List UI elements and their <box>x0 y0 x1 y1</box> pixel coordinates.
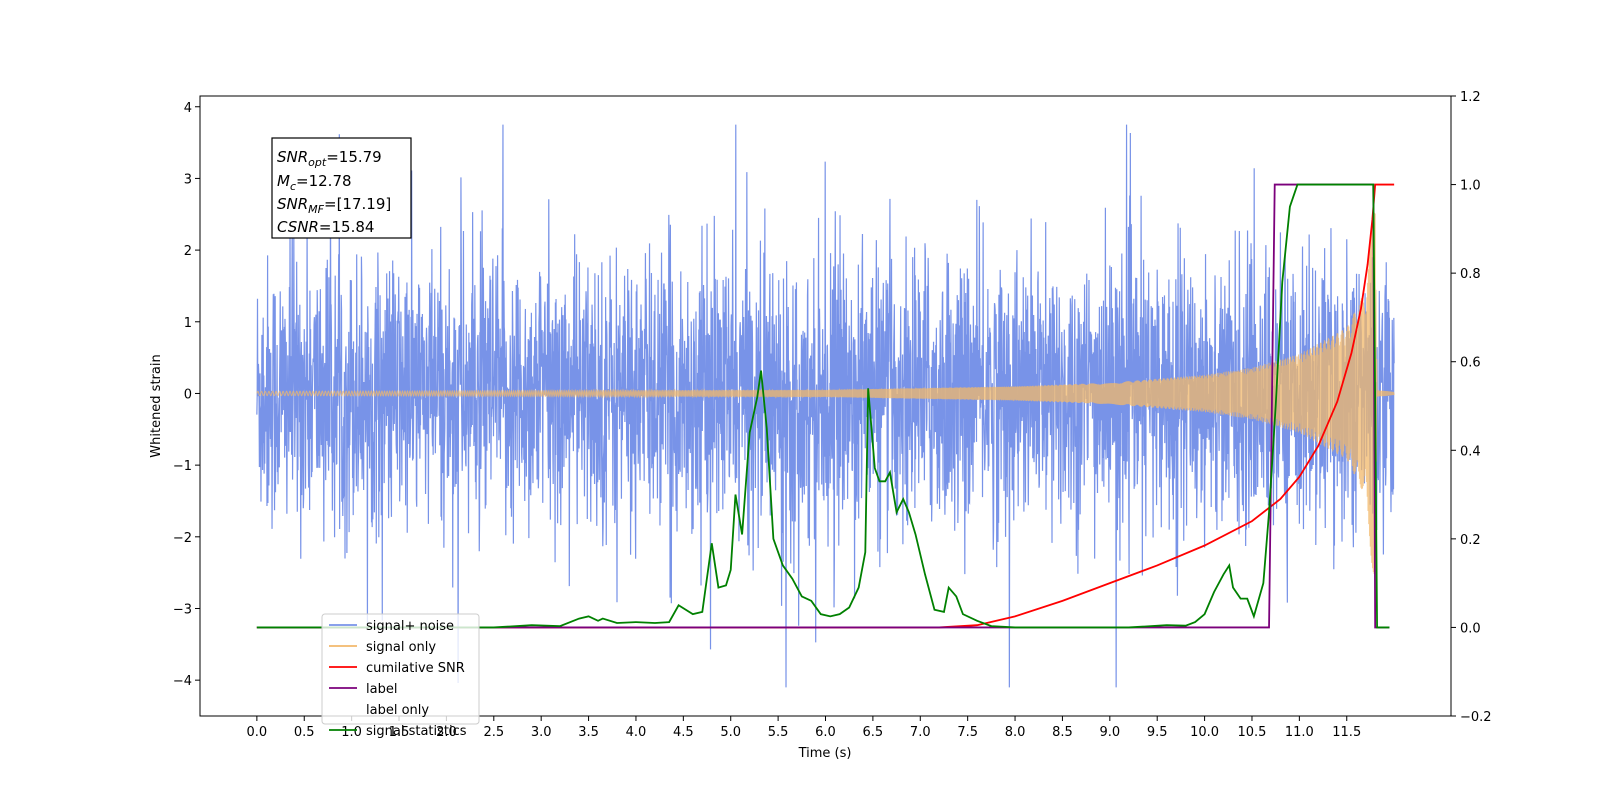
annotation-snr-mf: SNRMF=[17.19] <box>277 195 391 216</box>
x-tick-label: 3.5 <box>578 725 599 740</box>
x-tick-label: 3.0 <box>531 725 552 740</box>
y2-tick-label: 0.2 <box>1460 533 1481 548</box>
y-tick-label: 3 <box>184 172 192 187</box>
x-tick-label: 5.0 <box>720 725 741 740</box>
x-tick-label: 2.5 <box>483 725 504 740</box>
y2-tick-label: 1.0 <box>1460 179 1481 194</box>
annotation-snr-opt: SNRopt=15.79 <box>277 148 382 169</box>
y2-tick-label: 1.2 <box>1460 90 1481 105</box>
x-tick-label: 9.0 <box>1099 725 1120 740</box>
y2-tick-label: 0.4 <box>1460 444 1481 459</box>
x-tick-label: 2.0 <box>436 725 457 740</box>
y-tick-label: −4 <box>173 674 192 689</box>
x-tick-label: 7.0 <box>910 725 931 740</box>
x-axis: 0.0 0.5 1.0 1.5 2.0 2.5 3.0 3.5 4.0 4.5 5.0 5.5 6.0 6… <box>247 716 1361 740</box>
x-tick-label: 7.5 <box>957 725 978 740</box>
legend-label: signal statistics <box>366 724 467 739</box>
x-axis-label: Time (s) <box>798 746 852 761</box>
x-tick-label: 10.5 <box>1238 725 1267 740</box>
annotation-box: SNRopt=15.79 Mc=12.78 SNRMF=[17.19] CSNR… <box>271 137 412 239</box>
y-tick-label: −3 <box>173 602 192 617</box>
y-axis: −4 −3 −2 −1 0 1 2 3 4 <box>173 101 200 689</box>
x-tick-label: 1.0 <box>341 725 362 740</box>
legend: signal+ noise signal only cumilative SNR la… <box>321 613 480 739</box>
x-tick-label: 10.0 <box>1190 725 1219 740</box>
legend-label: cumilative SNR <box>366 661 465 676</box>
x-tick-label: 5.5 <box>768 725 789 740</box>
x-tick-label: 9.5 <box>1147 725 1168 740</box>
x-tick-label: 1.5 <box>389 725 410 740</box>
x-tick-label: 6.0 <box>815 725 836 740</box>
y2-tick-label: 0.8 <box>1460 267 1481 282</box>
y2-tick-label: −0.2 <box>1460 710 1492 725</box>
y-tick-label: 2 <box>184 244 192 259</box>
legend-label: signal+ noise <box>366 619 454 634</box>
x-tick-label: 8.0 <box>1005 725 1026 740</box>
x-tick-label: 4.0 <box>626 725 647 740</box>
series-lines <box>256 183 1395 629</box>
y-axis-label: Whitened strain <box>149 354 164 457</box>
x-tick-label: 6.5 <box>863 725 884 740</box>
annotation-mc: Mc=12.78 <box>277 172 352 193</box>
signal-only-line <box>256 212 1395 575</box>
y2-tick-label: 0.6 <box>1460 356 1481 371</box>
y-tick-label: −2 <box>173 531 192 546</box>
y2-tick-label: 0.0 <box>1460 621 1481 636</box>
series-line-cumilative-snr <box>256 183 1395 629</box>
legend-label: label <box>366 682 397 697</box>
y-tick-label: −1 <box>173 459 192 474</box>
x-tick-label: 0.5 <box>294 725 315 740</box>
x-tick-label: 11.5 <box>1332 725 1361 740</box>
legend-label: signal only <box>366 640 436 655</box>
legend-label: label only <box>366 703 429 718</box>
annotation-csnr: CSNR=15.84 <box>277 218 374 236</box>
series-signal-only <box>256 212 1395 575</box>
x-tick-label: 0.0 <box>247 725 268 740</box>
y2-axis: −0.2 0.0 0.2 0.4 0.6 0.8 1.0 1.2 <box>1451 90 1492 725</box>
x-tick-label: 8.5 <box>1052 725 1073 740</box>
y-tick-label: 1 <box>184 316 192 331</box>
series-line-signal-statistics <box>256 183 1390 629</box>
y-tick-label: 4 <box>184 101 192 116</box>
x-tick-label: 4.5 <box>673 725 694 740</box>
x-tick-label: 11.0 <box>1285 725 1314 740</box>
y-tick-label: 0 <box>184 387 192 402</box>
